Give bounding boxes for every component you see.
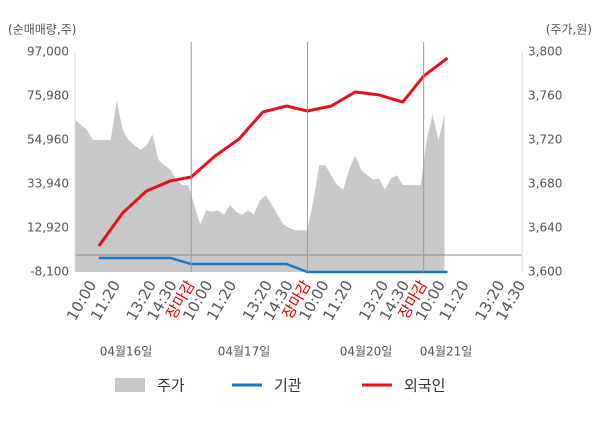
y-tick-label: 75,980 [27,89,69,103]
y2-tick-label: 3,720 [528,133,562,147]
date-label: 04월21일 [420,345,473,359]
y2-axis-label: (주가,원) [546,23,592,37]
legend-swatch [115,378,145,392]
date-label: 04월20일 [340,345,393,359]
y2-tick-label: 3,760 [528,89,562,103]
y2-tick-label: 3,600 [528,265,562,279]
y-tick-label: -8,100 [30,265,69,279]
y-tick-label: 33,940 [27,177,69,191]
legend-label: 기관 [274,377,302,395]
y2-tick-label: 3,640 [528,221,562,235]
date-label: 04월17일 [218,345,271,359]
date-label: 04월16일 [100,345,153,359]
y-tick-label: 54,960 [27,133,69,147]
y-tick-label: 97,000 [27,45,69,59]
line-1 [98,256,448,274]
y2-tick-label: 3,680 [528,177,562,191]
line-2 [97,56,449,247]
y2-tick-label: 3,800 [528,45,562,59]
y-axis-label: (순매매량,주) [8,23,76,37]
y-tick-label: 12,920 [27,221,69,235]
legend-label: 주가 [157,377,185,395]
price-area [75,100,445,273]
legend: 주가 기관 외국인 [115,377,445,395]
legend-label: 외국인 [404,377,445,395]
